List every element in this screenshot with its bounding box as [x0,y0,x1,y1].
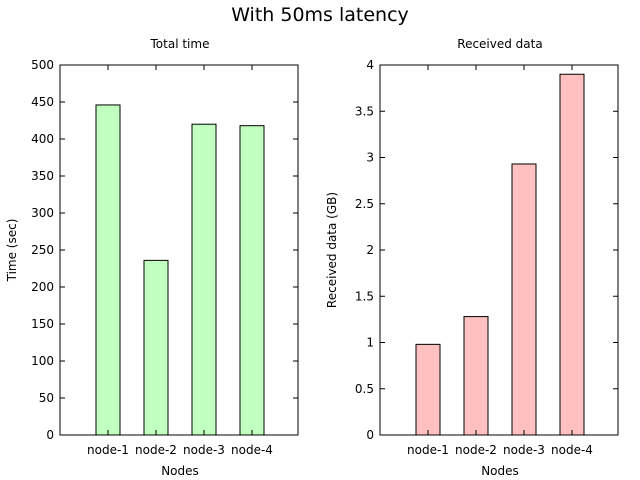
bar-node-3 [191,123,217,436]
y-tick-label: 2 [366,243,374,257]
bar-node-1 [95,104,121,436]
total-time-chart: Total time 0 50 100 150 200 250 300 350 400 450 500… [5,37,299,478]
y-tick-label: 50 [39,391,54,405]
figure-title: With 50ms latency [231,4,409,26]
y-tick-label: 0 [46,428,54,442]
y-axis-label: Time (sec) [5,219,19,283]
bar-node-4 [239,125,265,436]
bar-node-3 [511,163,537,436]
y-tick-label: 0 [366,428,374,442]
y-tick-label: 3 [366,151,374,165]
x-tick-label-node-4: node-4 [551,443,593,457]
y-tick-label: 2.5 [355,197,374,211]
y-tick-label: 350 [31,169,54,183]
x-tick-label-node-1: node-1 [407,443,449,457]
bar-node-2 [143,259,169,436]
bar-node-2 [463,316,489,436]
y-tick-label: 500 [31,58,54,72]
x-tick-label-node-2: node-2 [455,443,497,457]
chart-title: Received data [457,37,542,51]
bar-node-4 [559,73,585,436]
y-tick-label: 1.5 [355,289,374,303]
x-tick-label-node-4: node-4 [231,443,273,457]
y-tick-label: 0.5 [355,382,374,396]
y-tick-label: 450 [31,95,54,109]
y-tick-label: 400 [31,132,54,146]
y-tick-label: 200 [31,280,54,294]
x-tick-label-node-3: node-3 [503,443,545,457]
y-tick-label: 100 [31,354,54,368]
x-tick-label-node-2: node-2 [135,443,177,457]
y-axis-label: Received data (GB) [325,192,339,308]
bar-node-1 [415,343,441,436]
y-tick-label: 250 [31,243,54,257]
x-axis-label: Nodes [161,464,199,478]
y-tick-label: 150 [31,317,54,331]
y-tick-label: 300 [31,206,54,220]
x-tick-label-node-1: node-1 [87,443,129,457]
y-tick-label: 1 [366,336,374,350]
x-tick-label-node-3: node-3 [183,443,225,457]
received-data-chart: Received data 0 0.5 1 1.5 2 2.5 3 3.5 4 node-1 node… [325,37,619,478]
y-tick-label: 4 [366,58,374,72]
chart-title: Total time [150,37,210,51]
y-tick-label: 3.5 [355,104,374,118]
x-axis-label: Nodes [481,464,519,478]
